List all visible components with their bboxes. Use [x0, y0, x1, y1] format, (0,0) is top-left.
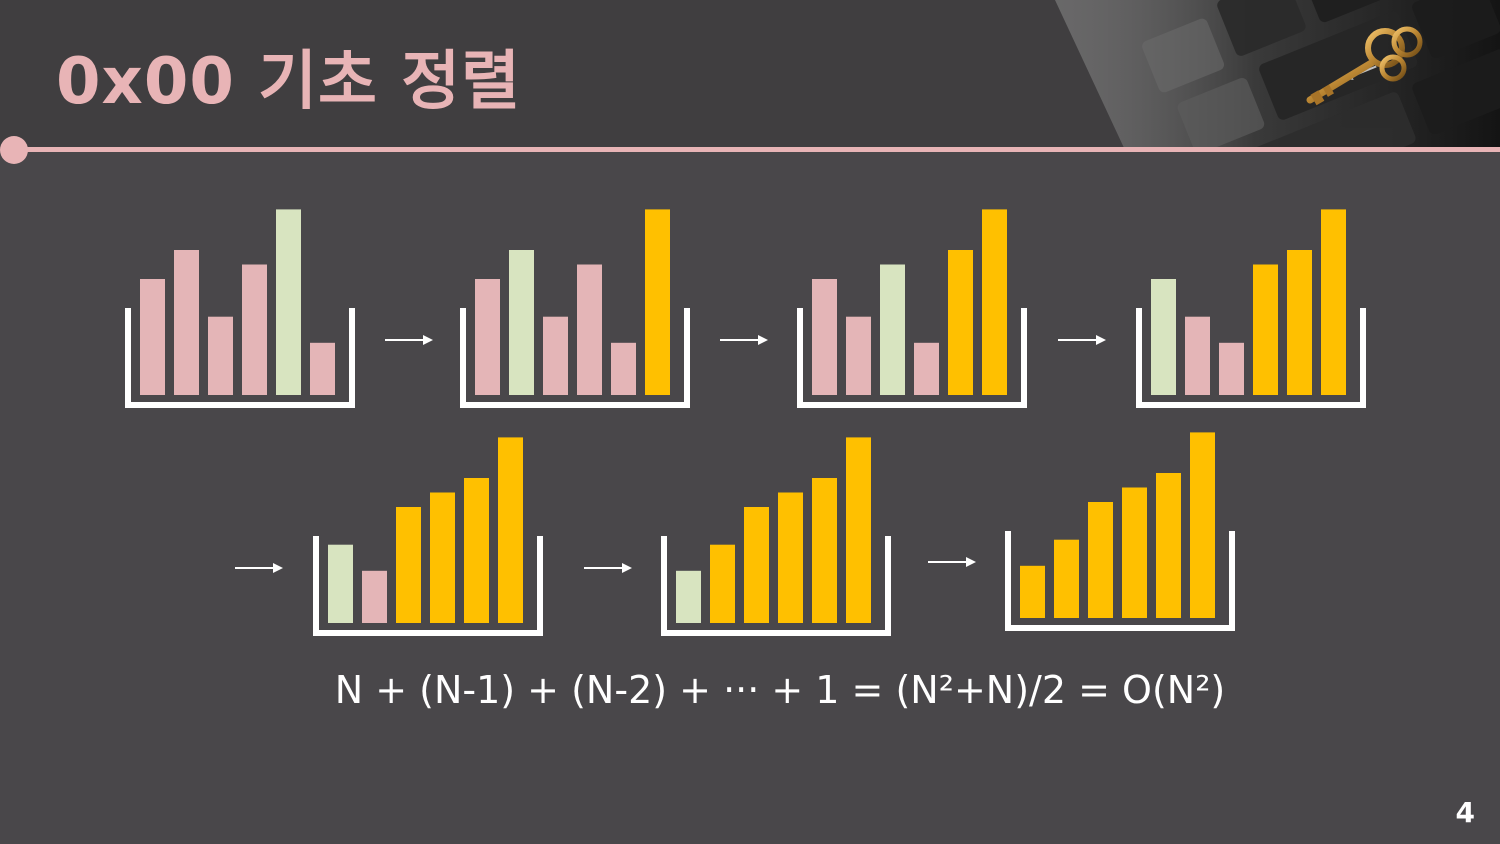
title-divider [14, 147, 1500, 152]
bar-unsorted [362, 570, 387, 623]
bar-current-max [1151, 279, 1176, 395]
bar-unsorted [242, 264, 267, 395]
bar-unsorted [611, 342, 636, 395]
bar-sorted [778, 492, 803, 623]
bar-unsorted [1185, 316, 1210, 395]
bar-sorted [1054, 539, 1079, 618]
keyboard-key-photo [1055, 0, 1500, 150]
bar-unsorted [846, 316, 871, 395]
bar-sorted [1020, 565, 1045, 618]
bar-sorted [982, 209, 1007, 395]
bar-sorted [1253, 264, 1278, 395]
bar-unsorted [914, 342, 939, 395]
arrowhead-icon [1096, 335, 1106, 345]
bar-unsorted [577, 264, 602, 395]
bar-current-max [276, 209, 301, 395]
golden-key-icon [1306, 26, 1423, 106]
bar-current-max [328, 544, 353, 623]
bar-sorted [948, 250, 973, 395]
bar-sorted [396, 507, 421, 623]
arrowhead-icon [273, 563, 283, 573]
bar-sorted [710, 544, 735, 623]
page-number: 4 [1455, 796, 1475, 829]
bar-sorted [846, 437, 871, 623]
bar-unsorted [174, 250, 199, 395]
bin-container [1136, 308, 1366, 408]
bar-sorted [1156, 473, 1181, 618]
bar-sorted [1321, 209, 1346, 395]
bar-unsorted [1219, 342, 1244, 395]
bar-current-max [509, 250, 534, 395]
bar-sorted [645, 209, 670, 395]
bar-unsorted [310, 342, 335, 395]
slide-title: 0x00 기초 정렬 [56, 45, 521, 119]
complexity-formula: N + (N-1) + (N-2) + ··· + 1 = (N²+N)/2 =… [334, 668, 1226, 712]
arrowhead-icon [423, 335, 433, 345]
bin-container [797, 308, 1027, 408]
bar-sorted [1088, 502, 1113, 618]
bar-sorted [812, 478, 837, 623]
arrowhead-icon [622, 563, 632, 573]
bar-sorted [1190, 432, 1215, 618]
divider-dot [0, 136, 28, 164]
bar-unsorted [208, 316, 233, 395]
arrowhead-icon [758, 335, 768, 345]
bin-container [460, 308, 690, 408]
bar-sorted [498, 437, 523, 623]
bar-sorted [464, 478, 489, 623]
bar-sorted [1122, 487, 1147, 618]
bar-unsorted [140, 279, 165, 395]
bar-unsorted [812, 279, 837, 395]
bin-container [313, 536, 543, 636]
bar-sorted [744, 507, 769, 623]
bin-container [125, 308, 355, 408]
arrowhead-icon [966, 557, 976, 567]
bin-container [1005, 531, 1235, 631]
bar-current-max [676, 570, 701, 623]
bar-unsorted [543, 316, 568, 395]
bin-container [661, 536, 891, 636]
bar-sorted [430, 492, 455, 623]
bar-unsorted [475, 279, 500, 395]
bar-sorted [1287, 250, 1312, 395]
bar-current-max [880, 264, 905, 395]
